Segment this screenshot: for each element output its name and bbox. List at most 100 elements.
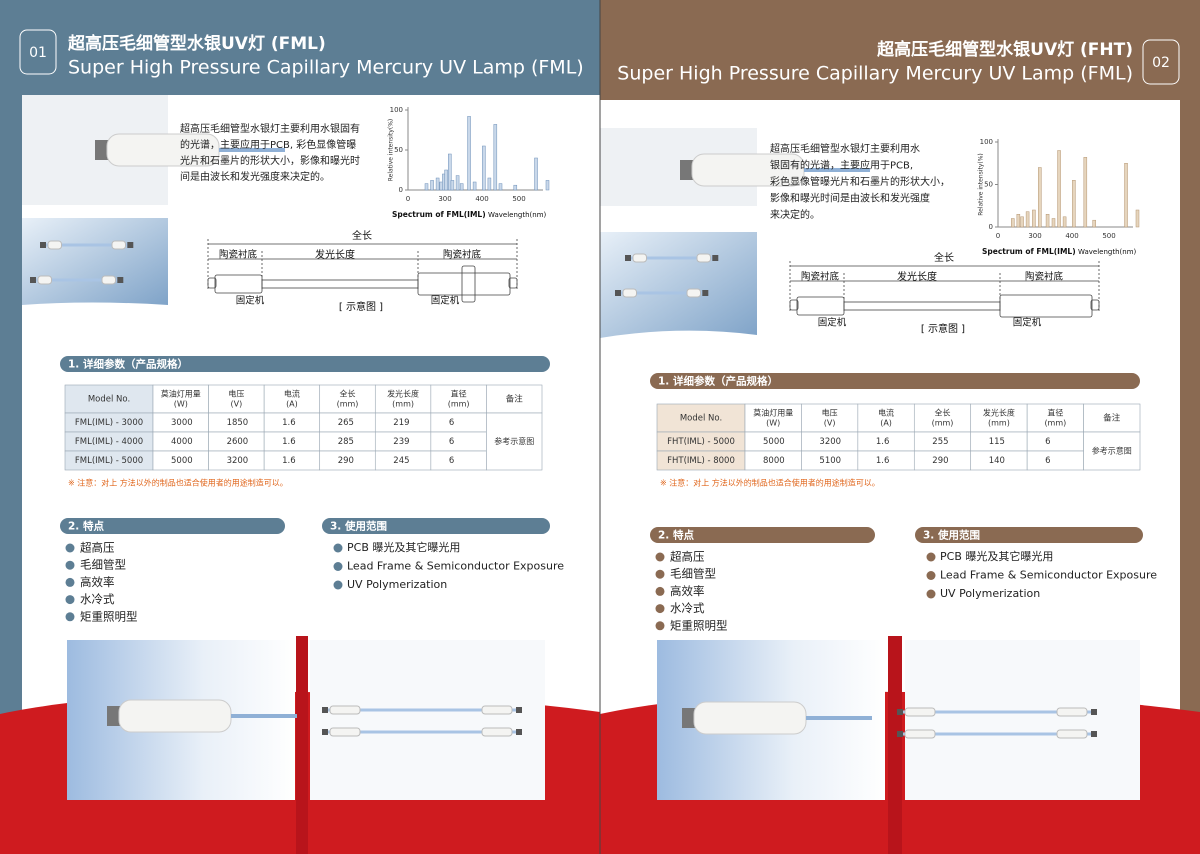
bullet (65, 543, 75, 553)
description-line: 的光谱，主要应用于PCB, 彩色显像管曝 (180, 138, 356, 151)
y-tick-label: 50 (984, 181, 993, 189)
lamp-end (30, 277, 36, 283)
x-tick-label: 400 (1065, 232, 1078, 240)
lamp-end (1091, 709, 1097, 715)
table-value: 140 (989, 456, 1005, 466)
description-line: 来决定的。 (770, 208, 820, 221)
photo (905, 640, 1140, 800)
table-value: 8000 (763, 456, 785, 466)
table-value: 5000 (763, 437, 785, 447)
bullet (65, 577, 75, 587)
bullet (655, 586, 665, 596)
table-header: (mm) (932, 419, 954, 428)
spectrum-bar (455, 175, 460, 191)
diagram-caption: [ 示意图 ] (921, 322, 965, 335)
table-value: 1.6 (876, 456, 890, 466)
lamp-end (322, 729, 328, 735)
lamp-body (1056, 707, 1088, 717)
table-header: (A) (880, 419, 892, 428)
photo (600, 232, 757, 338)
spectrum-bar (534, 157, 538, 191)
table-value: 245 (393, 456, 409, 466)
table-value: FHT(IML) - 8000 (667, 456, 735, 466)
feature-item: 水冷式 (670, 601, 705, 615)
table-header: 备注 (1103, 413, 1121, 424)
description-line: 影像和曝光时间是由波长和发光强度 (770, 192, 930, 205)
page-number: 01 (29, 45, 47, 61)
bullet (655, 621, 665, 631)
diagram-label: 固定机 (818, 317, 847, 329)
table-header-cell (1083, 403, 1141, 433)
table-header: 直径 (1047, 408, 1063, 418)
table-header: 电压 (228, 389, 244, 399)
table-header: (mm) (392, 400, 414, 409)
title-en: Super High Pressure Capillary Mercury UV… (617, 63, 1133, 85)
page-number-box (1142, 39, 1180, 85)
spectrum-bar (1011, 218, 1015, 228)
table-value: 5000 (171, 456, 193, 466)
table-header: (W) (174, 400, 188, 409)
lamp-body (47, 240, 62, 250)
chart-caption: Spectrum of FML(IML) (392, 210, 486, 219)
spectrum-bar (1025, 211, 1030, 228)
table-cell (430, 450, 487, 471)
lamp-end (712, 255, 719, 261)
section-bar (650, 527, 875, 543)
use-item: PCB 曝光及其它曝光用 (347, 540, 460, 554)
lamp-body (693, 701, 807, 735)
section-title: 3. 使用范围 (923, 529, 980, 542)
spectrum-bar (493, 124, 498, 191)
spectrum-bar (1092, 219, 1096, 228)
photo (310, 640, 545, 800)
table-header: (mm) (337, 400, 359, 409)
spectrum-bar (1032, 209, 1036, 228)
spectrum-bar (1057, 150, 1061, 228)
diagram-label: 固定机 (1013, 317, 1042, 329)
bullet (333, 543, 343, 553)
page-number: 02 (1152, 55, 1170, 71)
table-header: 莫油灯用量 (753, 408, 793, 418)
spectrum-bar (487, 177, 492, 191)
lamp-end (615, 290, 621, 296)
lamp-body (904, 707, 936, 717)
table-header: 全长 (935, 408, 951, 418)
table-header: 发光长度 (387, 389, 419, 399)
table-header: (W) (766, 419, 780, 428)
lamp-end (117, 277, 124, 283)
lamp-cap (107, 706, 121, 726)
lamp-end (516, 729, 522, 735)
table-value: FHT(IML) - 5000 (667, 437, 735, 447)
diagram-label: 发光长度 (315, 248, 355, 261)
stripe (296, 636, 308, 854)
title-cn: 超高压毛细管型水银UV灯 (FHT) (877, 39, 1133, 60)
lamp-body (696, 253, 711, 263)
spectrum-bar (450, 180, 455, 191)
description-line: 超高压毛细管型水银灯主要利用水银固有 (180, 122, 360, 135)
table-header-cell (374, 384, 432, 414)
spectrum-bar (1038, 167, 1042, 228)
lamp-outline (461, 265, 476, 303)
bullet (333, 562, 343, 571)
use-item: PCB 曝光及其它曝光用 (940, 549, 1053, 563)
table-header: 发光长度 (983, 408, 1015, 418)
y-tick-label: 0 (989, 223, 993, 231)
page-number-box (19, 29, 57, 75)
diagram-caption: [ 示意图 ] (339, 300, 383, 313)
feature-item: 毛细管型 (80, 558, 126, 572)
lamp-body (1056, 729, 1088, 739)
table-header-cell (486, 384, 543, 414)
section-bar (650, 373, 1140, 389)
use-item: UV Polymerization (940, 587, 1040, 600)
lamp-body (329, 727, 361, 737)
table-value: 3200 (227, 456, 249, 466)
lamp-body (101, 275, 116, 285)
photo (22, 218, 168, 305)
table-header: (A) (286, 400, 298, 409)
table-header: 莫油灯用量 (161, 389, 201, 399)
diagram-label: 全长 (934, 251, 954, 264)
spectrum-bar (1051, 218, 1056, 228)
diagram-label: 陶瓷衬底 (1025, 271, 1064, 283)
table-header: (V) (824, 419, 836, 428)
spectrum-bar (513, 184, 518, 191)
description-line: 间是由波长和发光强度来决定的。 (180, 170, 330, 183)
